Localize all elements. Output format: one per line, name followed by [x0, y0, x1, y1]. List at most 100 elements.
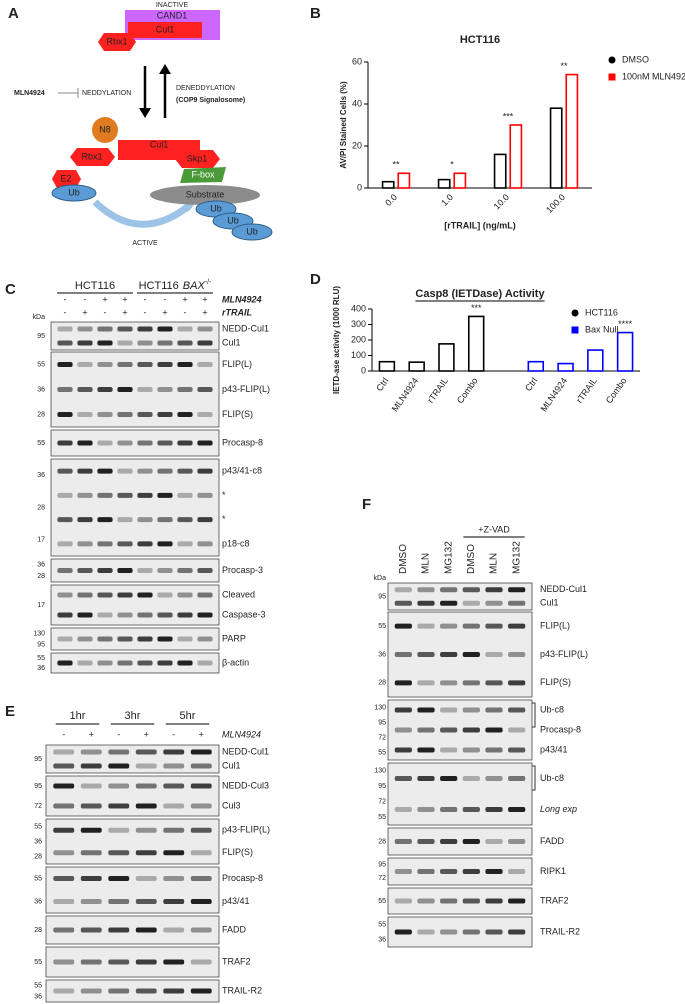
band	[77, 387, 93, 392]
y-tick-label: 20	[352, 140, 362, 150]
band	[157, 387, 173, 392]
significance-label: ***	[471, 303, 482, 313]
band	[157, 326, 173, 332]
band	[485, 587, 503, 593]
band	[108, 959, 130, 965]
band	[462, 747, 480, 753]
band-label: Cul1	[540, 598, 559, 608]
band	[508, 623, 526, 629]
band	[163, 850, 185, 856]
significance-label: ****	[618, 319, 633, 329]
band	[80, 959, 102, 965]
band-label: FLIP(S)	[222, 409, 253, 419]
band	[108, 927, 130, 933]
band	[97, 636, 113, 642]
band	[53, 899, 75, 904]
x-tick-label: Combo	[604, 376, 629, 406]
band	[190, 876, 212, 881]
band	[117, 412, 133, 417]
band	[57, 612, 73, 618]
band	[417, 652, 435, 657]
kda-marker: 95	[378, 719, 386, 726]
label: (COP9 Signalosome)	[176, 97, 245, 104]
band	[97, 492, 113, 498]
x-tick-label: 100.0	[544, 192, 567, 215]
band	[163, 959, 185, 965]
band	[157, 340, 173, 346]
band	[440, 869, 458, 874]
band	[108, 763, 130, 769]
kda-marker: 55	[34, 823, 42, 830]
x-tick-label: Ctrl	[374, 376, 390, 393]
blot-strip	[45, 946, 220, 978]
band	[417, 807, 435, 812]
band	[157, 517, 173, 523]
band	[135, 850, 157, 856]
kda-marker: 36	[34, 993, 42, 1000]
band	[77, 440, 93, 446]
band	[440, 898, 458, 904]
bar	[527, 360, 545, 372]
treatment-sign: -	[84, 294, 87, 304]
label: INACTIVE	[156, 2, 189, 9]
kda-marker: 95	[37, 641, 45, 648]
band	[485, 898, 503, 904]
band	[440, 600, 458, 606]
band	[508, 869, 526, 874]
band	[53, 988, 75, 994]
band-label: *	[222, 490, 226, 500]
band	[57, 568, 73, 573]
band	[157, 636, 173, 642]
band	[485, 747, 503, 753]
kda-marker: 36	[37, 386, 45, 393]
kda-marker: 36	[37, 472, 45, 479]
band	[190, 899, 212, 904]
band	[135, 899, 157, 904]
band	[197, 612, 213, 618]
band	[177, 440, 193, 446]
band	[197, 636, 213, 642]
substrate-shape	[150, 185, 260, 205]
blot-strip	[50, 558, 220, 583]
kda-marker: 36	[34, 898, 42, 905]
kda-marker: 72	[34, 803, 42, 810]
band	[177, 492, 193, 498]
kda-marker: 55	[37, 361, 45, 368]
label: F-box	[191, 169, 215, 179]
band	[108, 899, 130, 904]
band	[417, 680, 435, 686]
rbx1-shape	[98, 33, 136, 51]
band	[97, 412, 113, 417]
bar	[493, 153, 507, 189]
band	[485, 727, 503, 733]
band	[80, 850, 102, 856]
x-tick-label: 0.0	[383, 192, 399, 208]
significance-label: **	[392, 160, 400, 170]
band-label: p43/41	[222, 896, 250, 906]
kda-marker: 36	[37, 665, 45, 672]
band	[53, 783, 75, 789]
band	[117, 541, 133, 547]
y-tick-label: 200	[351, 334, 366, 344]
panel-letter: F	[362, 496, 371, 513]
band	[117, 492, 133, 498]
band	[394, 839, 412, 844]
transfer-arrow	[92, 199, 193, 228]
band	[117, 517, 133, 523]
band	[137, 517, 153, 523]
band	[508, 680, 526, 686]
kda-marker: 17	[37, 537, 45, 544]
band	[508, 807, 526, 812]
bar	[549, 107, 563, 189]
bar	[408, 361, 425, 372]
bar	[557, 362, 574, 372]
label: NEDDYLATION	[82, 90, 131, 97]
blot-strip	[45, 775, 220, 817]
legend-marker	[608, 73, 616, 81]
band	[157, 592, 173, 598]
band	[137, 592, 153, 598]
treatment-name: MLN4924	[222, 729, 261, 739]
band	[440, 807, 458, 812]
blot-strip	[387, 582, 533, 611]
kda-marker: 130	[374, 704, 386, 711]
